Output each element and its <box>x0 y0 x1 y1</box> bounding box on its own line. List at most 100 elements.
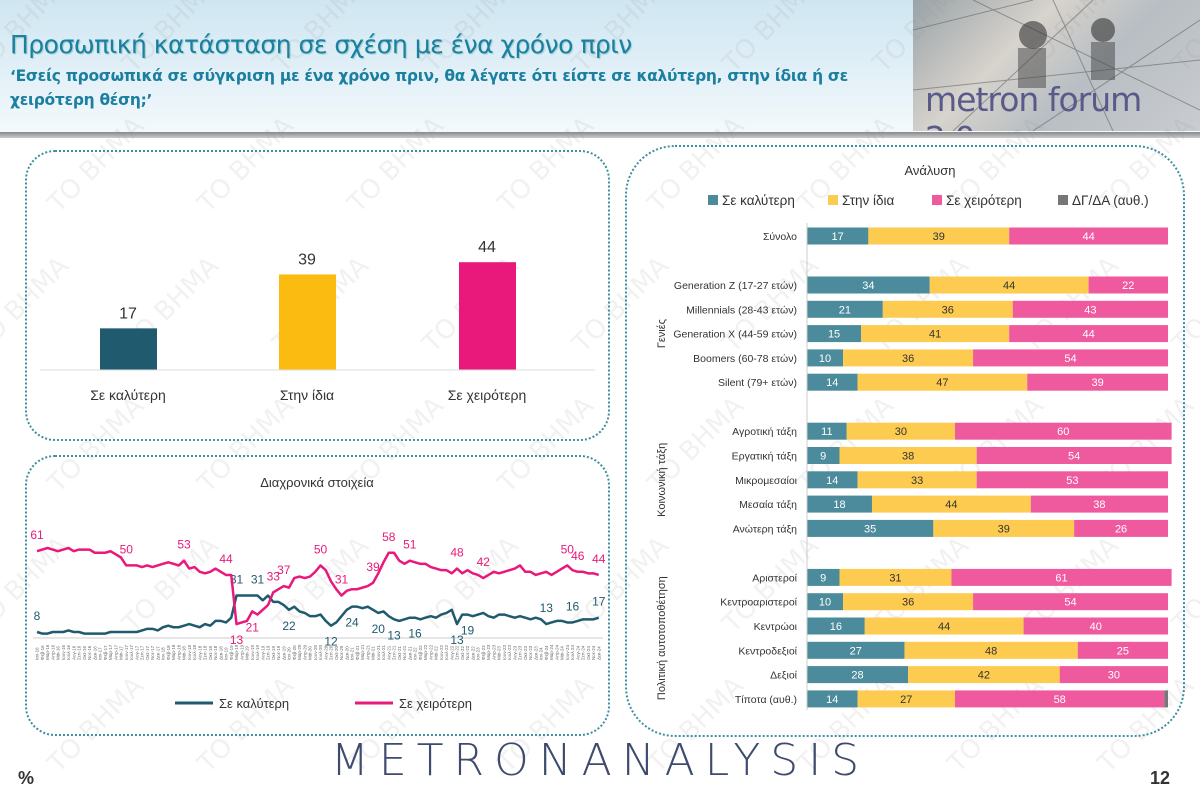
x-tick-label: Μάι-21 <box>370 646 376 660</box>
x-tick-label: Αυγ-17 <box>134 645 139 660</box>
x-tick-label: Αυγ-18 <box>197 645 202 660</box>
x-tick-label: Απρ-23 <box>491 644 496 660</box>
x-tick-label: Οκτ-18 <box>208 645 213 660</box>
x-tick-label: Μαρ-19 <box>234 644 239 660</box>
bar-segment <box>839 568 952 586</box>
x-tick-label: Νοε-21 <box>402 645 407 660</box>
x-tick-label: Νοε-23 <box>528 645 533 660</box>
logo-text: metron forum 2.0 <box>925 80 1142 131</box>
x-tick-label: Ιουν-23 <box>502 645 507 660</box>
x-tick-label: Δεκ-21 <box>407 646 412 660</box>
bar-segment <box>904 641 1078 659</box>
x-tick-label: Μαρ-18 <box>171 644 176 660</box>
x-tick-label: Μαρ-16 <box>45 644 50 660</box>
bar-segment <box>807 690 858 708</box>
data-label: 42 <box>477 555 491 569</box>
x-tick-label: Ιουλ-22 <box>444 645 449 660</box>
row-label: Σύνολο <box>763 231 797 243</box>
data-label: 17 <box>592 595 606 609</box>
bar-segment <box>807 227 869 245</box>
x-tick-label: Νοε-24 <box>591 645 596 660</box>
category-label: Σε καλύτερη <box>90 387 166 403</box>
bar-value-label: 48 <box>985 645 997 657</box>
x-tick-label: Ιουλ-23 <box>507 645 512 660</box>
bar-segment <box>857 690 956 708</box>
data-label: 33 <box>267 569 281 583</box>
bar-value-label: 44 <box>478 239 496 256</box>
x-tick-label: Σεπ-24 <box>581 645 586 660</box>
bar-segment <box>864 617 1024 635</box>
bar-value-label: 30 <box>1108 670 1120 682</box>
x-tick-label: Ιουν-17 <box>124 645 129 660</box>
x-tick-label: Νοε-16 <box>87 645 92 660</box>
bar-segment <box>807 349 844 367</box>
bar-segment <box>846 422 956 440</box>
bar-segment <box>1088 276 1168 294</box>
x-tick-label: Φεβ-23 <box>481 645 486 660</box>
legend-label: Σε χειρότερη <box>399 696 472 711</box>
category-label: Σε χειρότερη <box>448 387 527 403</box>
data-label: 37 <box>277 563 291 577</box>
legend-label: Στην ίδια <box>842 193 895 208</box>
x-tick-label: Οκτ-20 <box>334 645 339 660</box>
x-tick-label: Δεκ-24 <box>596 646 601 660</box>
x-tick-label: Σεπ-23 <box>518 645 523 660</box>
bar-0 <box>100 328 157 370</box>
bar-segment <box>857 471 977 489</box>
bar-segment <box>807 325 862 343</box>
x-tick-label: Ιουν-18 <box>187 645 192 660</box>
bar-segment <box>807 568 840 586</box>
bar-segment <box>807 300 883 318</box>
data-label: 39 <box>366 560 380 574</box>
bar-value-label: 38 <box>902 451 914 463</box>
legend-swatch <box>828 195 838 205</box>
bar-value-label: 39 <box>1091 377 1103 389</box>
bar-value-label: 39 <box>933 231 945 243</box>
x-tick-label: Φεβ-24 <box>544 645 549 660</box>
bar-segment <box>807 373 858 391</box>
row-label: Τίποτα (αυθ.) <box>735 694 797 706</box>
group-label: Κοινωνική τάξη <box>656 443 668 517</box>
chart-title: Διαχρονικά στοιχεία <box>260 475 374 490</box>
bar-value-label: 25 <box>1117 645 1129 657</box>
bar-value-label: 54 <box>1064 353 1076 365</box>
data-label: 20 <box>372 622 386 636</box>
bar-segment <box>1012 300 1168 318</box>
bar-segment <box>951 568 1172 586</box>
x-tick-label: Ιαν-19 <box>224 647 229 660</box>
bar-value-label: 9 <box>820 451 826 463</box>
bar-value-label: 34 <box>862 280 874 292</box>
x-tick-label: Ιαν-21 <box>350 647 355 660</box>
row-label: Δεξιοί <box>770 670 798 682</box>
bar-value-label: 27 <box>850 645 862 657</box>
bar-value-label: 17 <box>832 231 844 243</box>
row-label: Κεντροαριστεροί <box>720 597 797 609</box>
bar-segment <box>1027 373 1168 391</box>
bar-value-label: 14 <box>826 377 838 389</box>
bar-value-label: 44 <box>1003 280 1015 292</box>
bar-segment <box>1009 325 1168 343</box>
x-tick-label: Μαρ-20 <box>297 644 302 660</box>
data-label: 50 <box>314 542 328 556</box>
x-tick-label: Μαρ-22 <box>423 644 428 660</box>
row-label: Αγροτική τάξη <box>732 426 797 438</box>
summary-panel <box>25 150 610 441</box>
bar-segment <box>807 666 909 684</box>
group-label: Γενιές <box>656 319 668 348</box>
bar-value-label: 27 <box>900 694 912 706</box>
x-tick-label: Νοε-19 <box>276 645 281 660</box>
bar-segment <box>861 325 1010 343</box>
bar-segment <box>807 495 872 513</box>
bar-segment <box>933 519 1075 537</box>
bar-value-label: 10 <box>819 353 831 365</box>
bar-value-label: 47 <box>936 377 948 389</box>
x-tick-label: Σεπ-16 <box>77 645 82 660</box>
x-tick-label: Νοε-20 <box>339 645 344 660</box>
x-tick-label: Μάι-16 <box>55 646 61 660</box>
trend-panel <box>25 455 610 736</box>
summary-bar-chart: 17 Σε καλύτερη 39 Στην ίδια 44 Σε χειρότερη <box>40 239 595 403</box>
x-tick-label: Δεκ-18 <box>218 646 223 660</box>
bar-segment <box>973 349 1168 367</box>
bar-segment <box>1059 666 1168 684</box>
data-label: 19 <box>461 624 475 638</box>
